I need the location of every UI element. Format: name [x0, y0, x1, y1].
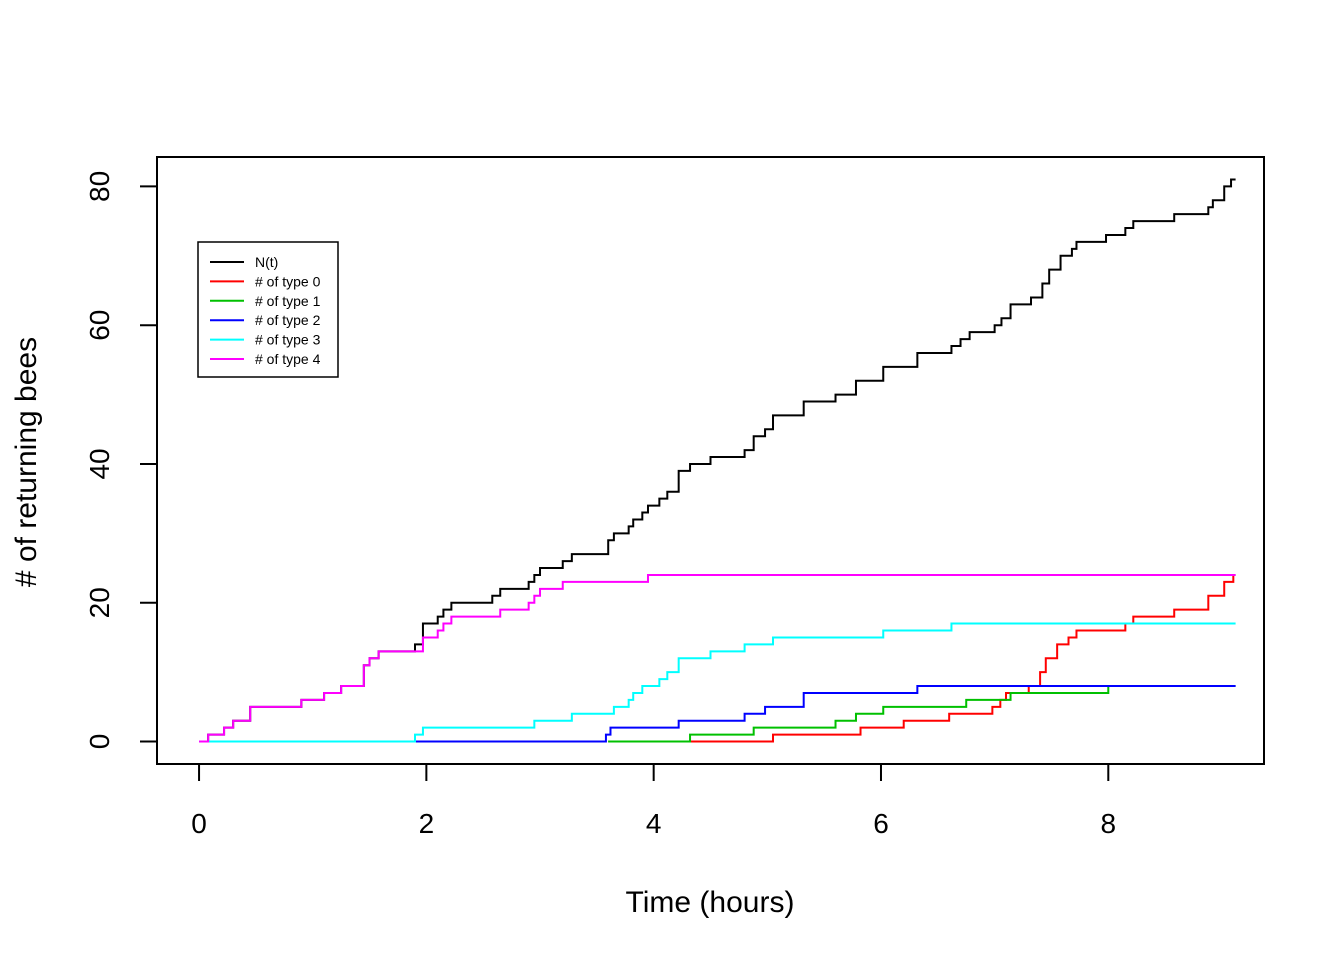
legend: N(t) # of type 0 # of type 1 # of type 2 # o…: [197, 241, 339, 378]
y-tick-label: 60: [84, 310, 115, 341]
x-tick-label: 2: [419, 808, 435, 839]
x-tick-label: 0: [191, 808, 207, 839]
x-axis: 0 2 4 6 8: [191, 763, 1117, 839]
y-tick-label: 0: [84, 734, 115, 750]
legend-label: # of type 4: [255, 351, 321, 367]
series-line-of-type-3: [199, 622, 1236, 743]
y-tick-label: 20: [84, 587, 115, 618]
legend-label: # of type 0: [255, 273, 321, 289]
series-line-of-type-0: [608, 573, 1236, 743]
x-axis-title: Time (hours): [626, 886, 795, 919]
x-tick-label: 6: [873, 808, 889, 839]
x-tick-label: 8: [1101, 808, 1117, 839]
y-axis-title: # of returning bees: [10, 337, 43, 587]
x-tick-label: 4: [646, 808, 662, 839]
legend-label: # of type 1: [255, 293, 321, 309]
series-layer: [199, 178, 1236, 743]
legend-box: [197, 241, 339, 378]
series-line-of-type-1: [608, 685, 1236, 743]
y-tick-label: 80: [84, 171, 115, 202]
series-line-of-type-4: [199, 573, 1236, 743]
legend-label: # of type 2: [255, 312, 321, 328]
series-line-of-type-2: [199, 685, 1236, 743]
y-axis: 0 20 40 60 80: [84, 171, 158, 750]
legend-label: N(t): [255, 254, 278, 270]
y-tick-label: 40: [84, 448, 115, 479]
legend-label: # of type 3: [255, 332, 321, 348]
series-line-n-t: [199, 178, 1236, 743]
